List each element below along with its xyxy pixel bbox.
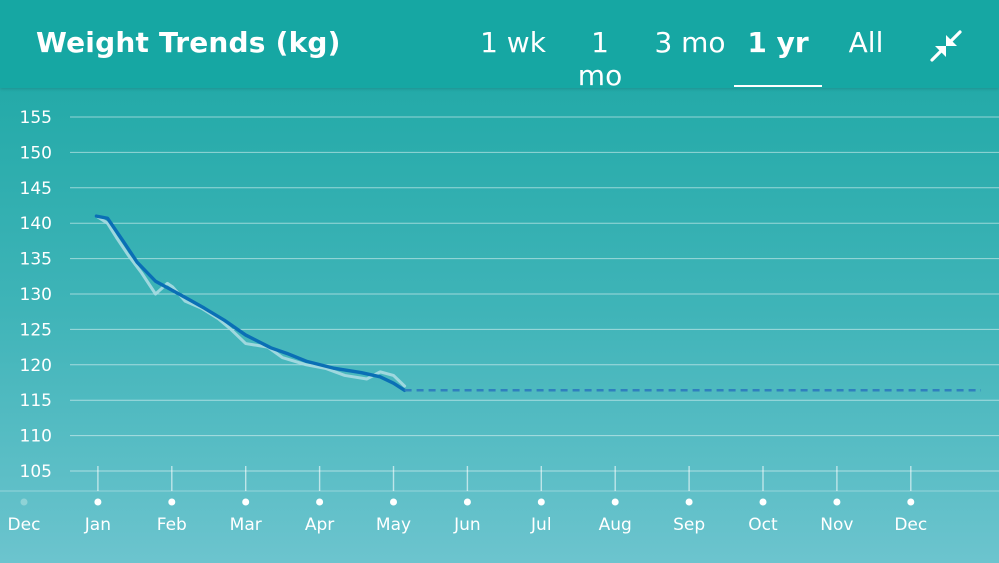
x-tick-dot — [759, 498, 767, 506]
x-tick-dot — [833, 498, 841, 506]
x-tick-dot — [390, 498, 397, 506]
x-tick-dot — [611, 498, 619, 506]
y-tick-label: 125 — [20, 320, 52, 340]
x-tick-label: Nov — [820, 515, 853, 535]
trend-series-line — [94, 214, 407, 392]
y-tick-label: 110 — [20, 427, 52, 447]
y-tick-label: 120 — [20, 356, 52, 376]
x-tick-label: Apr — [305, 515, 334, 535]
y-tick-label: 105 — [20, 462, 52, 482]
x-tick-dot — [685, 498, 693, 506]
x-tick-label: Sep — [673, 515, 705, 535]
x-tick-label: Jan — [84, 515, 111, 535]
y-tick-label: 135 — [20, 250, 52, 270]
series-layer — [94, 214, 982, 392]
x-tick-dot — [94, 498, 102, 506]
x-tick-label: Jun — [453, 515, 481, 535]
range-tab-1yr[interactable]: 1 yr — [747, 26, 809, 59]
collapse-arrows-icon[interactable] — [928, 28, 964, 64]
range-tab-1mo[interactable]: 1 mo — [577, 26, 623, 92]
y-tick-label: 115 — [20, 391, 52, 411]
range-tab-all[interactable]: All — [848, 26, 884, 59]
y-tick-label: 150 — [20, 143, 52, 163]
x-tick-dot — [168, 498, 176, 506]
x-tick-dot — [20, 498, 28, 506]
x-tick-label: Aug — [599, 515, 632, 535]
x-tick-label: Dec — [894, 515, 927, 535]
y-tick-label: 130 — [20, 285, 52, 305]
y-tick-label: 155 — [20, 108, 52, 128]
active-tab-indicator — [734, 85, 822, 87]
x-tick-dot — [907, 498, 915, 506]
x-tick-label: Feb — [157, 515, 187, 535]
range-tab-1wk[interactable]: 1 wk — [480, 26, 546, 59]
y-tick-label: 140 — [20, 214, 52, 234]
x-tick-dot — [242, 498, 250, 506]
x-axis-ticks: Dec Jan Feb Mar Apr May Jun Jul Aug Sep Oct Nov Dec — [8, 466, 927, 535]
range-tab-3mo[interactable]: 3 mo — [654, 26, 726, 59]
grid-lines — [0, 116, 999, 492]
y-axis-ticks: 105 110 115 120 125 130 135 140 145 150 155 — [20, 108, 52, 482]
chart-header: Weight Trends (kg) 1 wk 1 mo 3 mo 1 yr A… — [0, 0, 999, 92]
x-tick-label: May — [376, 515, 411, 535]
raw-series-line — [94, 214, 407, 388]
x-tick-label: Oct — [748, 515, 778, 535]
x-tick-label: Mar — [230, 515, 262, 535]
x-tick-label: Dec — [8, 515, 41, 535]
chart-title: Weight Trends (kg) — [36, 26, 341, 59]
x-tick-label: Jul — [530, 515, 552, 535]
weight-line-chart: 105 110 115 120 125 130 135 140 145 150 155 Dec Jan… — [0, 108, 999, 535]
x-tick-dot — [537, 498, 545, 506]
y-tick-label: 145 — [20, 179, 52, 199]
x-tick-dot — [316, 498, 324, 506]
x-tick-dot — [463, 498, 471, 506]
